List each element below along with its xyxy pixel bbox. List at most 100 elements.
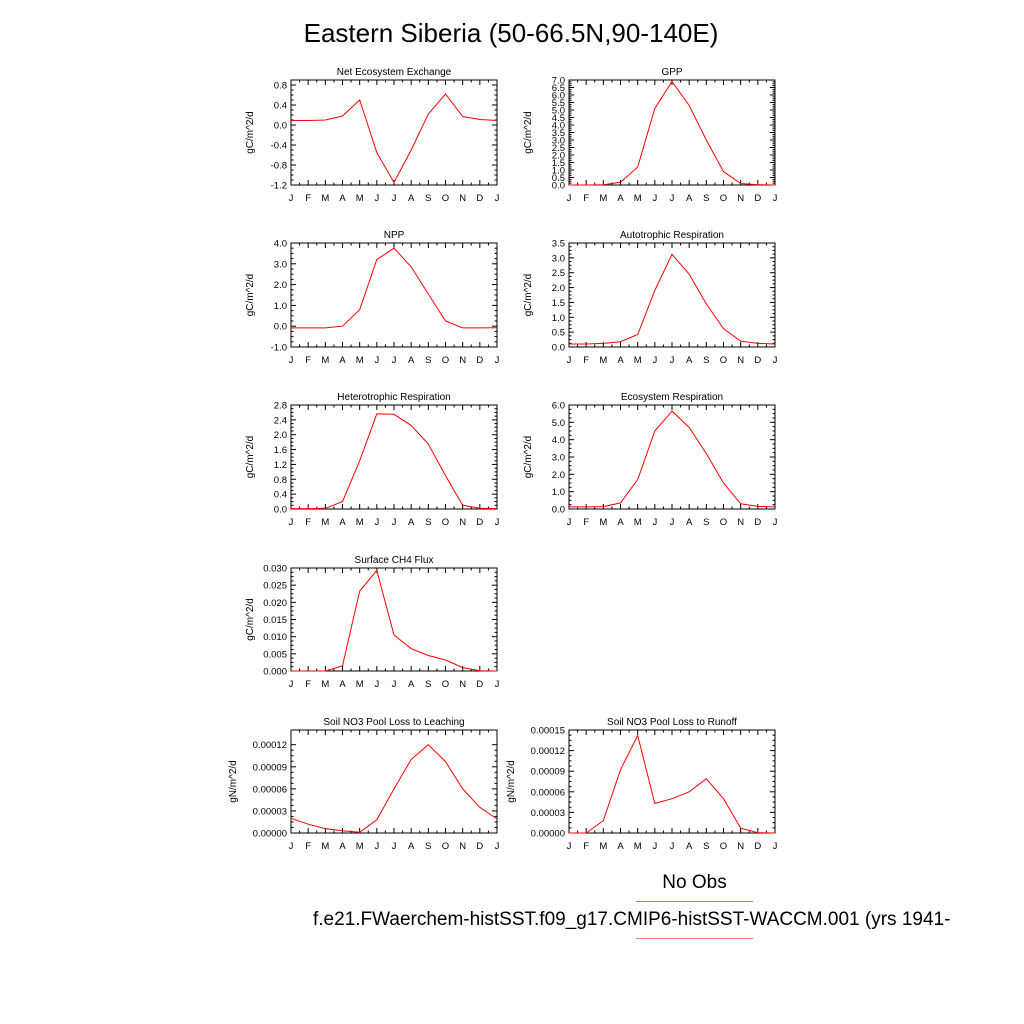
x-tick-label: A [408, 841, 415, 852]
x-tick-label: F [583, 517, 589, 528]
series-line [291, 413, 498, 510]
chart-title: Surface CH4 Flux [355, 555, 434, 566]
x-tick-label: D [476, 355, 483, 366]
chart-title: Heterotrophic Respiration [337, 392, 450, 403]
x-tick-label: F [583, 193, 589, 204]
x-tick-label: J [652, 841, 657, 852]
x-tick-label: J [670, 517, 675, 528]
x-tick-label: M [321, 841, 329, 852]
x-tick-label: N [737, 517, 744, 528]
y-tick-label: 0.0 [274, 322, 287, 333]
x-tick-label: J [495, 193, 500, 204]
plot-frame [290, 404, 498, 510]
x-tick-label: D [476, 841, 483, 852]
x-tick-label: J [670, 841, 675, 852]
x-tick-label: M [321, 355, 329, 366]
x-tick-label: S [703, 841, 709, 852]
y-tick-label: 0.020 [263, 598, 287, 609]
y-tick-label: 1.6 [274, 445, 287, 456]
x-tick-label: S [703, 355, 709, 366]
x-tick-label: N [737, 193, 744, 204]
x-tick-label: D [476, 193, 483, 204]
x-tick-label: J [374, 841, 379, 852]
x-tick-label: D [754, 355, 761, 366]
y-tick-label: 6.0 [552, 91, 565, 102]
y-tick-label: 2.0 [552, 283, 565, 294]
x-tick-label: J [289, 193, 294, 204]
x-tick-label: J [652, 517, 657, 528]
y-tick-label: 3.0 [552, 253, 565, 264]
chart-title: Ecosystem Respiration [621, 392, 723, 403]
x-tick-label: J [495, 355, 500, 366]
x-tick-label: J [392, 841, 397, 852]
y-axis-label: gC/m^2/d [523, 436, 534, 479]
y-tick-label: 5.5 [552, 98, 565, 109]
y-axis-label: gC/m^2/d [245, 598, 256, 641]
x-tick-label: M [634, 355, 642, 366]
x-tick-label: J [495, 517, 500, 528]
x-tick-label: M [634, 841, 642, 852]
x-tick-label: D [754, 193, 761, 204]
series-line [290, 744, 498, 833]
y-tick-label: -1.0 [271, 343, 287, 354]
y-tick-label: 0.0 [552, 181, 565, 192]
y-tick-label: 4.0 [274, 239, 287, 250]
y-tick-label: 4.0 [552, 121, 565, 132]
x-tick-label: A [408, 517, 415, 528]
x-tick-label: J [289, 679, 294, 690]
y-tick-label: 0.00012 [253, 740, 287, 751]
x-tick-label: A [339, 193, 346, 204]
series-line [291, 569, 498, 672]
x-tick-label: A [408, 193, 415, 204]
x-tick-label: O [442, 841, 449, 852]
y-tick-label: 2.8 [274, 401, 287, 412]
legend-case-line [636, 938, 753, 939]
x-tick-label: A [617, 193, 624, 204]
series-line [569, 253, 776, 345]
y-tick-label: 4.0 [552, 435, 565, 446]
series-line [291, 247, 498, 329]
chart-title: Net Ecosystem Exchange [337, 67, 452, 78]
x-tick-label: M [356, 841, 364, 852]
x-tick-label: A [339, 517, 346, 528]
y-tick-label: 3.5 [552, 239, 565, 250]
x-tick-label: M [634, 193, 642, 204]
x-tick-label: J [392, 517, 397, 528]
x-tick-label: O [442, 193, 449, 204]
y-tick-label: 0.00003 [253, 806, 287, 817]
chart-title: GPP [661, 67, 682, 78]
x-tick-label: J [392, 679, 397, 690]
x-tick-label: M [321, 193, 329, 204]
chart-title: Autotrophic Respiration [620, 230, 724, 241]
x-tick-label: O [720, 517, 727, 528]
y-tick-label: 2.0 [552, 470, 565, 481]
x-tick-label: J [670, 355, 675, 366]
x-tick-label: J [392, 193, 397, 204]
series-line [569, 410, 776, 508]
x-tick-label: M [599, 841, 607, 852]
legend-obs-line [636, 901, 753, 902]
x-tick-label: M [356, 355, 364, 366]
y-tick-label: 0.0 [274, 505, 287, 516]
y-tick-label: 0.030 [263, 564, 287, 575]
x-tick-label: M [599, 193, 607, 204]
y-tick-label: 3.0 [552, 453, 565, 464]
y-tick-label: 5.0 [552, 418, 565, 429]
y-tick-label: 0.00006 [253, 784, 287, 795]
legend-obs-label: No Obs [662, 872, 727, 893]
y-tick-label: -0.8 [271, 161, 287, 172]
y-tick-label: 1.5 [552, 298, 565, 309]
plot-frame [568, 729, 776, 834]
x-tick-label: N [459, 841, 466, 852]
x-tick-label: A [686, 355, 693, 366]
y-tick-label: 1.0 [552, 166, 565, 177]
x-tick-label: J [374, 517, 379, 528]
chart-title: Soil NO3 Pool Loss to Runoff [607, 717, 737, 728]
x-tick-label: D [754, 841, 761, 852]
x-tick-label: S [703, 193, 709, 204]
